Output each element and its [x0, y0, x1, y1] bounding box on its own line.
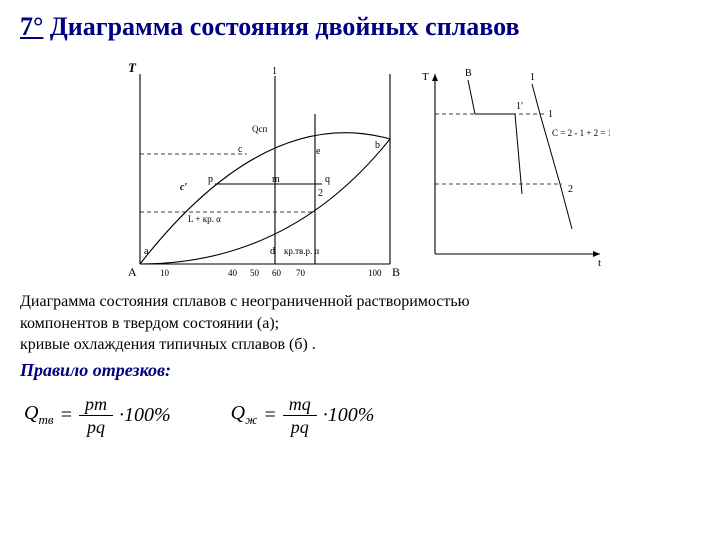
svg-text:B: B [392, 265, 400, 278]
svg-text:A: A [128, 265, 137, 278]
f2-fraction: mq pq [283, 395, 317, 436]
svg-text:1: 1 [272, 66, 277, 77]
svg-text:1: 1 [548, 109, 553, 120]
svg-text:100: 100 [368, 268, 382, 278]
svg-text:2: 2 [568, 184, 573, 195]
svg-text:Qсп: Qсп [252, 124, 267, 134]
svg-text:10: 10 [160, 268, 170, 278]
svg-text:c: c [238, 144, 243, 155]
caption-line-2: компонентов в твердом состоянии (а); [20, 315, 279, 332]
svg-text:L + кр. α: L + кр. α [188, 214, 221, 224]
f1-lhs: Q [24, 402, 38, 424]
svg-text:m: m [272, 174, 280, 185]
caption-line-1: Диаграмма состояния сплавов с неограниче… [20, 293, 470, 310]
svg-text:C = 2 - 1 + 2 = 1: C = 2 - 1 + 2 = 1 [552, 128, 610, 138]
f2-lhs: Q [231, 402, 245, 424]
svg-text:t: t [598, 257, 601, 269]
svg-text:p: p [208, 174, 213, 185]
formula-liquid-fraction: Qж = mq pq ·100% [231, 395, 375, 436]
figure-caption: Диаграмма состояния сплавов с неограниче… [20, 291, 700, 356]
svg-text:c′: c′ [180, 182, 187, 193]
svg-text:70: 70 [296, 268, 306, 278]
svg-text:2: 2 [318, 188, 323, 199]
f1-sub: тв [38, 412, 53, 427]
f1-numer: pm [79, 395, 113, 416]
f1-fraction: pm pq [79, 395, 113, 436]
f1-tail: ·100% [119, 404, 171, 427]
svg-text:a: a [144, 246, 149, 257]
svg-text:50: 50 [250, 268, 260, 278]
rule-of-segments-title: Правило отрезков: [20, 360, 700, 381]
svg-text:e: e [316, 146, 321, 157]
svg-text:b: b [375, 140, 380, 151]
svg-text:1′: 1′ [516, 101, 523, 112]
formulas-row: Qтв = pm pq ·100% Qж = mq pq ·100% [20, 395, 700, 436]
svg-text:T: T [128, 60, 137, 75]
svg-text:кр.тв.р. α: кр.тв.р. α [284, 246, 320, 256]
svg-text:1: 1 [530, 72, 535, 83]
formula-solid-fraction: Qтв = pm pq ·100% [24, 395, 171, 436]
svg-text:40: 40 [228, 268, 238, 278]
svg-text:T: T [422, 71, 429, 83]
caption-line-3: кривые охлаждения типичных сплавов (б) . [20, 336, 316, 353]
page-title: 7° Диаграмма состояния двойных сплавов [20, 12, 700, 42]
f1-denom: pq [81, 416, 111, 436]
svg-text:q: q [325, 174, 330, 185]
f2-numer: mq [283, 395, 317, 416]
f2-tail: ·100% [323, 404, 375, 427]
svg-text:d: d [270, 246, 275, 257]
title-number: 7° [20, 12, 43, 41]
phase-diagram-figure: T A B 10 40 50 60 70 100 1 p m q [20, 48, 700, 283]
svg-text:60: 60 [272, 268, 282, 278]
svg-text:B: B [465, 68, 472, 79]
diagram-svg: T A B 10 40 50 60 70 100 1 p m q [110, 48, 610, 278]
f2-denom: pq [285, 416, 315, 436]
f2-sub: ж [245, 412, 257, 427]
title-text: Диаграмма состояния двойных сплавов [43, 12, 519, 41]
